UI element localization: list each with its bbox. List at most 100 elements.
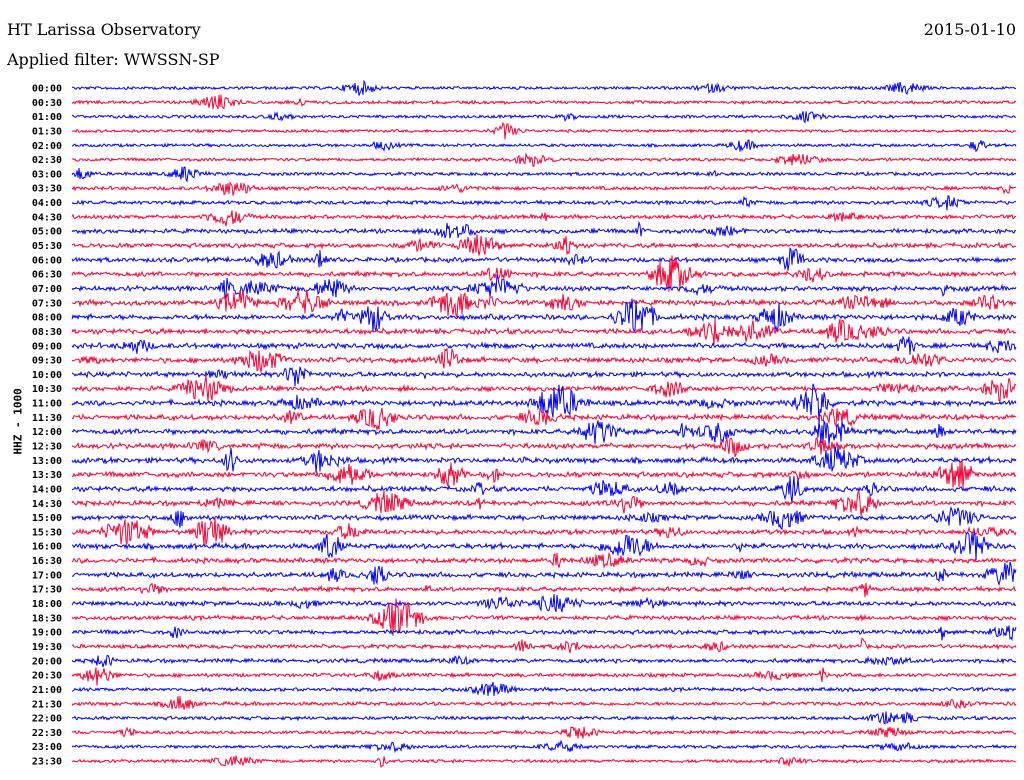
trace-0630	[71, 255, 1017, 292]
time-label: 02:00	[32, 141, 62, 152]
time-label: 01:30	[32, 126, 62, 137]
time-label: 09:00	[32, 341, 62, 352]
time-label: 16:30	[32, 556, 62, 567]
trace-2330	[71, 755, 1017, 768]
time-label: 10:30	[32, 384, 62, 395]
time-label: 00:30	[32, 98, 62, 109]
trace-0000	[71, 79, 1017, 96]
time-label: 02:30	[32, 155, 62, 166]
time-label: 16:00	[32, 542, 62, 553]
time-label: 23:00	[32, 742, 62, 753]
trace-1630	[71, 551, 1017, 569]
time-label: 17:30	[32, 585, 62, 596]
filter-label: Applied filter: WWSSN-SP	[7, 50, 220, 69]
time-label: 07:00	[32, 284, 62, 295]
time-label: 00:00	[32, 84, 62, 95]
time-label: 22:30	[32, 728, 62, 739]
trace-0800	[71, 298, 1017, 333]
time-label: 12:00	[32, 427, 62, 438]
date-label: 2015-01-10	[923, 20, 1016, 39]
trace-1000	[71, 366, 1017, 387]
time-label: 03:00	[32, 169, 62, 180]
trace-1500	[71, 506, 1017, 531]
time-label: 18:00	[32, 599, 62, 610]
trace-0100	[71, 111, 1017, 124]
trace-0200	[71, 139, 1017, 153]
time-label: 22:00	[32, 714, 62, 725]
time-label: 21:00	[32, 685, 62, 696]
station-title: HT Larissa Observatory	[7, 20, 201, 39]
trace-2130	[71, 696, 1017, 710]
time-label: 17:00	[32, 570, 62, 581]
time-label: 19:00	[32, 628, 62, 639]
time-label: 05:00	[32, 227, 62, 238]
trace-1430	[71, 490, 1017, 516]
trace-0700	[71, 274, 1017, 301]
time-label: 07:30	[32, 298, 62, 309]
trace-1130	[71, 407, 1017, 432]
trace-0530	[71, 234, 1017, 256]
trace-0030	[71, 94, 1017, 110]
trace-0830	[71, 318, 1017, 345]
time-label: 14:30	[32, 499, 62, 510]
time-label: 06:30	[32, 270, 62, 281]
trace-0300	[71, 166, 1017, 183]
trace-0730	[71, 289, 1017, 318]
time-label: 13:30	[32, 470, 62, 481]
time-label: 18:30	[32, 613, 62, 624]
trace-2030	[71, 667, 1017, 686]
time-label: 19:30	[32, 642, 62, 653]
time-label: 04:30	[32, 212, 62, 223]
time-label: 15:30	[32, 527, 62, 538]
trace-1400	[71, 476, 1017, 504]
time-label: 09:30	[32, 356, 62, 367]
trace-0330	[71, 181, 1017, 196]
time-label: 10:00	[32, 370, 62, 381]
time-label: 23:30	[32, 757, 62, 768]
trace-2200	[71, 711, 1017, 725]
time-label: 13:00	[32, 456, 62, 467]
trace-2100	[71, 681, 1017, 696]
trace-0900	[71, 335, 1017, 355]
trace-1600	[71, 531, 1017, 561]
time-label: 20:00	[32, 656, 62, 667]
time-label: 11:00	[32, 399, 62, 410]
time-label: 21:30	[32, 699, 62, 710]
time-label: 01:00	[32, 112, 62, 123]
trace-1930	[71, 637, 1017, 654]
trace-2230	[71, 726, 1017, 739]
trace-1230	[71, 436, 1017, 457]
trace-1030	[71, 375, 1017, 403]
trace-0230	[71, 152, 1017, 167]
time-label: 03:30	[32, 184, 62, 195]
trace-1800	[71, 594, 1017, 613]
trace-1330	[71, 459, 1017, 490]
trace-0430	[71, 210, 1016, 227]
trace-1530	[71, 516, 1017, 546]
trace-0130	[71, 121, 1017, 140]
time-label: 04:00	[32, 198, 62, 209]
trace-1300	[71, 445, 1017, 473]
trace-1730	[71, 582, 1017, 598]
time-label: 08:30	[32, 327, 62, 338]
trace-2000	[71, 654, 1017, 668]
trace-1100	[71, 383, 1017, 423]
time-label: 20:30	[32, 671, 62, 682]
trace-0600	[71, 246, 1017, 271]
time-label: 15:00	[32, 513, 62, 524]
trace-2300	[71, 739, 1017, 754]
trace-1830	[71, 598, 1017, 636]
time-label: 05:30	[32, 241, 62, 252]
trace-0400	[71, 195, 1017, 211]
time-label: 06:00	[32, 255, 62, 266]
trace-0500	[71, 220, 1017, 239]
trace-1900	[71, 625, 1017, 642]
time-label: 12:30	[32, 442, 62, 453]
trace-0930	[71, 347, 1017, 373]
time-label: 11:30	[32, 413, 62, 424]
trace-1700	[71, 562, 1017, 587]
time-label: 08:00	[32, 313, 62, 324]
trace-1200	[71, 419, 1017, 445]
